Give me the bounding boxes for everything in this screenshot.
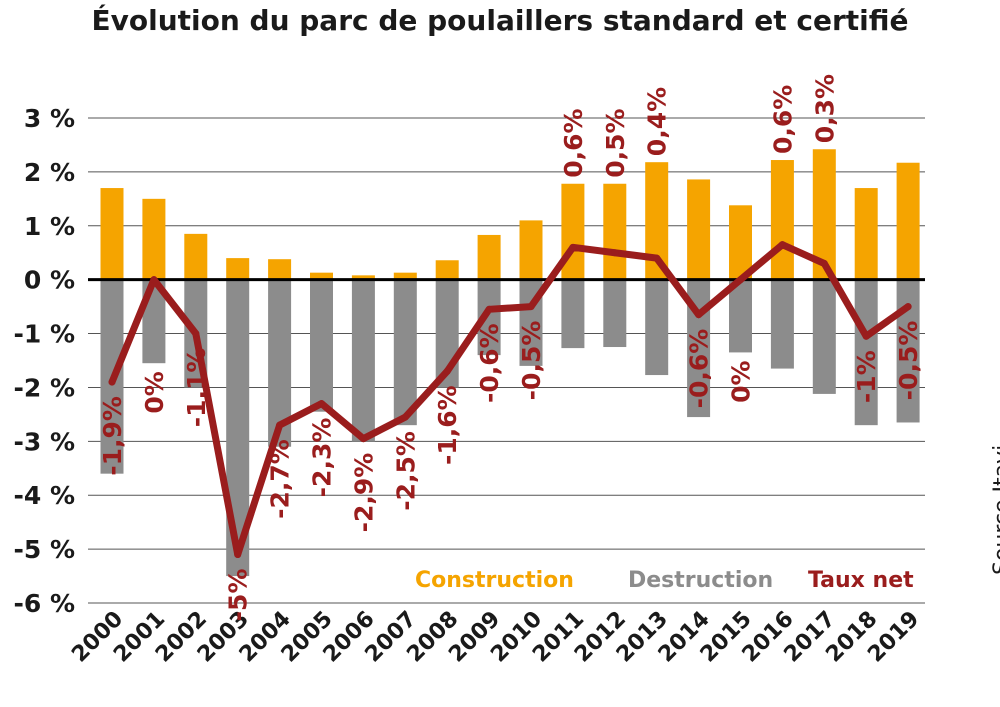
net-point: [234, 551, 242, 558]
legend-destruction: Destruction: [628, 568, 773, 593]
destruction-bar: [812, 279, 836, 394]
y-tick-label: 1 %: [24, 212, 75, 241]
legend: Construction Destruction Taux net: [415, 568, 914, 593]
net-point: [904, 303, 912, 311]
destruction-bar: [770, 279, 794, 369]
destruction-bar: [393, 279, 417, 426]
net-point: [192, 330, 200, 338]
destruction-bar: [561, 279, 585, 349]
net-value-label: -1,9%: [98, 396, 127, 476]
y-tick-label: 0 %: [24, 266, 75, 295]
gridlines: [88, 117, 925, 604]
net-point: [737, 276, 744, 284]
net-value-label: -0,5%: [894, 321, 923, 401]
net-value-label: -0,5%: [517, 321, 546, 401]
construction-bar: [184, 233, 208, 280]
construction-bar: [770, 160, 794, 280]
x-axis: 2000200120022003200420052006200720082009…: [67, 607, 924, 668]
construction-bar: [812, 149, 836, 280]
y-tick-label: -6 %: [13, 589, 75, 618]
net-value-label: -0,6%: [685, 329, 714, 409]
y-tick-label: -2 %: [13, 373, 75, 402]
destruction-bar: [268, 279, 292, 447]
net-point: [653, 254, 661, 262]
net-value-label: -2,9%: [349, 453, 378, 533]
y-tick-label: -1 %: [13, 320, 75, 349]
construction-bar: [477, 234, 501, 280]
net-value-label: -2,5%: [391, 431, 420, 511]
construction-bar: [435, 260, 459, 280]
construction-bar: [519, 220, 543, 280]
construction-bars: [100, 149, 920, 280]
construction-bar: [687, 179, 711, 280]
construction-bar: [645, 162, 669, 280]
net-value-label: 0,4%: [643, 87, 672, 156]
y-axis: 3 % 2 % 1 % 0 % -1 % -2 % -3 % -4 % -5 % -6 %: [13, 104, 75, 618]
chart-title: Évolution du parc de poulaillers standar…: [91, 4, 909, 37]
destruction-bar: [896, 279, 920, 423]
destruction-bar: [729, 279, 752, 353]
y-tick-label: -5 %: [13, 535, 75, 564]
net-value-label: -0,6%: [475, 323, 504, 403]
net-point: [150, 276, 158, 284]
construction-bar: [854, 188, 878, 280]
net-point: [401, 413, 409, 421]
y-tick-label: 2 %: [24, 158, 75, 187]
net-point: [820, 260, 828, 267]
construction-bar: [896, 162, 920, 280]
net-value-label: -1,1%: [182, 348, 211, 428]
net-point: [318, 400, 325, 408]
y-tick-label: 3 %: [24, 104, 75, 133]
legend-construction: Construction: [415, 568, 574, 593]
destruction-bar: [310, 279, 333, 412]
net-point: [695, 311, 703, 319]
net-value-label: 0,3%: [810, 74, 839, 143]
net-value-label: -1%: [852, 350, 881, 403]
construction-bar: [603, 183, 627, 280]
net-value-label: 0%: [140, 371, 169, 413]
y-tick-label: -3 %: [13, 427, 75, 456]
destruction-bar: [603, 279, 627, 348]
destruction-bar: [477, 279, 501, 356]
net-point: [108, 378, 116, 386]
net-line: [108, 241, 912, 558]
destruction-bar: [854, 279, 878, 426]
net-point: [611, 249, 619, 257]
net-series-line: [108, 241, 912, 558]
net-value-label: -2,3%: [308, 418, 337, 498]
destruction-bar: [351, 279, 375, 442]
net-labels: -1,9% 0% -1,1% -5% -2,7% -2,3% -2,9% -2,5% -1,6%…: [98, 74, 923, 621]
construction-bar: [393, 272, 417, 280]
net-value-label: -2,7%: [266, 439, 295, 519]
net-value-label: 0,6%: [559, 108, 588, 177]
construction-bar: [729, 205, 752, 280]
construction-bar: [310, 272, 333, 280]
construction-bar: [268, 259, 292, 280]
net-point: [862, 332, 870, 340]
net-point: [527, 303, 535, 311]
net-value-label: 0%: [727, 360, 756, 402]
construction-bar: [142, 198, 166, 280]
legend-net: Taux net: [808, 568, 914, 593]
net-value-label: 0,5%: [601, 108, 630, 177]
construction-bar: [226, 258, 250, 280]
net-point: [485, 305, 493, 313]
net-point: [778, 241, 786, 249]
destruction-bar: [645, 279, 669, 376]
net-value-label: 0,6%: [768, 85, 797, 154]
net-value-label: -1,6%: [433, 385, 462, 465]
construction-bar: [100, 188, 124, 280]
destruction-bars: [100, 279, 920, 577]
net-point: [443, 367, 451, 375]
construction-bar: [561, 183, 585, 280]
net-point: [359, 435, 367, 443]
y-tick-label: -4 %: [13, 481, 75, 510]
net-point: [569, 243, 577, 251]
construction-bar: [351, 275, 375, 280]
net-point: [276, 421, 284, 429]
destruction-bar: [226, 279, 250, 577]
net-value-label: -5%: [224, 569, 253, 622]
